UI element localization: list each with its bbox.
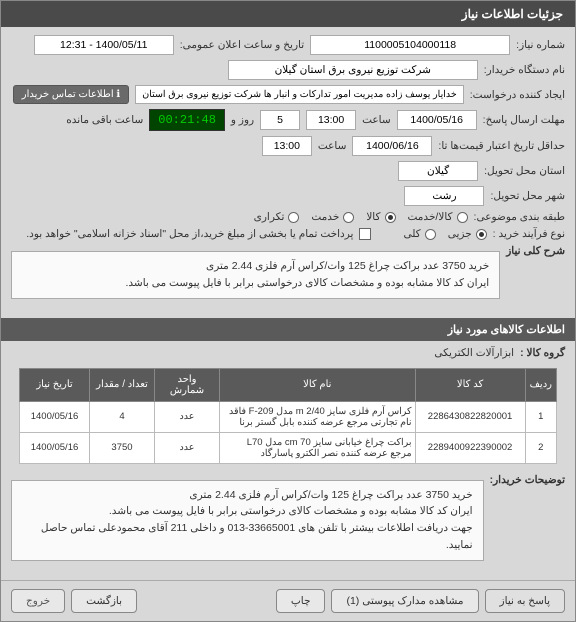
- assort-label: طبقه بندی موضوعی:: [474, 211, 565, 223]
- radio-full[interactable]: کلی: [403, 228, 435, 240]
- deadline-date-field: 1400/05/16: [397, 110, 477, 130]
- org-label: نام دستگاه خریدار:: [484, 64, 565, 76]
- days-and-label: روز و: [231, 114, 254, 126]
- radio-icon: [425, 229, 436, 240]
- radio-partial[interactable]: جزیی: [448, 228, 487, 240]
- cell-date: 1400/05/16: [20, 432, 90, 463]
- col-date: تاریخ نیاز: [20, 368, 90, 401]
- buyer-notes-line-2: ایران کد کالا مشابه بوده و مشخصات کالای …: [22, 503, 473, 520]
- countdown-timer: 00:21:48: [149, 109, 225, 131]
- announce-date-field: 1400/05/11 - 12:31: [34, 35, 174, 55]
- radio-icon: [343, 212, 354, 223]
- cell-n: 2: [525, 432, 556, 463]
- exit-button[interactable]: خروج: [11, 589, 65, 613]
- col-row: ردیف: [525, 368, 556, 401]
- items-section-header: اطلاعات کالاهای مورد نیاز: [1, 318, 575, 341]
- group-value: ابزارآلات الکتریکی: [434, 347, 514, 359]
- col-code: کد کالا: [415, 368, 525, 401]
- cell-name: کراس آرم فلزی سایز m 2/40 مدل F-209 فاقد…: [220, 401, 416, 432]
- validity-time-field: 13:00: [262, 136, 312, 156]
- payment-checkbox[interactable]: [359, 228, 371, 240]
- remaining-days-field: 5: [260, 110, 300, 130]
- cell-date: 1400/05/16: [20, 401, 90, 432]
- table-row: 22289400922390002براکت چراغ خیابانی سایز…: [20, 432, 557, 463]
- radio-icon: [288, 212, 299, 223]
- time-label-1: ساعت: [362, 114, 391, 126]
- radio-goods-service[interactable]: کالا/خدمت: [408, 211, 468, 223]
- buyer-notes-line-1: خرید 3750 عدد براکت چراغ 125 وات/کراس آر…: [22, 487, 473, 504]
- cell-qty: 3750: [90, 432, 155, 463]
- radio-service[interactable]: خدمت: [311, 211, 354, 223]
- cell-n: 1: [525, 401, 556, 432]
- deadline-time-field: 13:00: [306, 110, 356, 130]
- buyer-notes-box: خرید 3750 عدد براکت چراغ 125 وات/کراس آر…: [11, 480, 484, 561]
- items-table: ردیف کد کالا نام کالا واحد شمارش تعداد /…: [19, 368, 557, 464]
- time-label-2: ساعت: [318, 140, 347, 152]
- requester-field: خدایار یوسف زاده مدیریت امور تدارکات و ا…: [135, 85, 463, 104]
- col-unit: واحد شمارش: [155, 368, 220, 401]
- respond-button[interactable]: پاسخ به نیاز: [485, 589, 565, 613]
- city-field: رشت: [404, 186, 484, 206]
- radio-repeat[interactable]: تکراری: [254, 211, 300, 223]
- deadline-label: مهلت ارسال پاسخ:: [483, 114, 565, 126]
- cell-unit: عدد: [155, 432, 220, 463]
- process-label: نوع فرآیند خرید :: [493, 228, 565, 240]
- desc-section-label: شرح کلی نیاز: [506, 245, 565, 257]
- province-field: گیلان: [398, 161, 478, 181]
- need-number-field: 1100005104000118: [310, 35, 510, 55]
- desc-line-2: ایران کد کالا مشابه بوده و مشخصات کالای …: [22, 275, 489, 292]
- cell-unit: عدد: [155, 401, 220, 432]
- radio-icon: [385, 212, 396, 223]
- cell-code: 2286430822820001: [415, 401, 525, 432]
- process-radio-group: جزیی کلی: [403, 228, 486, 240]
- group-label: گروه کالا :: [520, 347, 565, 359]
- remaining-label: ساعت باقی مانده: [66, 114, 143, 126]
- assort-radio-group: کالا/خدمت کالا خدمت تکراری: [254, 211, 468, 223]
- view-attachments-button[interactable]: مشاهده مدارک پیوستی (1): [331, 589, 478, 613]
- cell-qty: 4: [90, 401, 155, 432]
- province-label: استان محل تحویل:: [484, 165, 565, 177]
- info-icon: ℹ: [116, 89, 120, 100]
- cell-name: براکت چراغ خیابانی سایز cm 70 مدل L70 مر…: [220, 432, 416, 463]
- contact-info-button[interactable]: ℹ اطلاعات تماس خریدار: [13, 85, 129, 104]
- desc-box: خرید 3750 عدد براکت چراغ 125 وات/کراس آر…: [11, 251, 500, 299]
- table-row: 12286430822820001کراس آرم فلزی سایز m 2/…: [20, 401, 557, 432]
- buyer-notes-label: توضیحات خریدار:: [490, 474, 565, 486]
- back-button[interactable]: بازگشت: [71, 589, 137, 613]
- print-button[interactable]: چاپ: [276, 589, 326, 613]
- need-number-label: شماره نیاز:: [516, 39, 565, 51]
- desc-line-1: خرید 3750 عدد براکت چراغ 125 وات/کراس آر…: [22, 258, 489, 275]
- city-label: شهر محل تحویل:: [490, 190, 565, 202]
- org-field: شرکت توزیع نیروی برق استان گیلان: [228, 60, 478, 80]
- radio-icon: [476, 229, 487, 240]
- col-qty: تعداد / مقدار: [90, 368, 155, 401]
- validity-date-field: 1400/06/16: [352, 136, 432, 156]
- requester-label: ایجاد کننده درخواست:: [470, 89, 565, 101]
- col-name: نام کالا: [220, 368, 416, 401]
- payment-note: پرداخت تمام یا بخشی از مبلغ خرید،از محل …: [26, 228, 353, 240]
- validity-label: حداقل تاریخ اعتبار قیمت‌ها تا:: [438, 140, 565, 152]
- cell-code: 2289400922390002: [415, 432, 525, 463]
- radio-goods[interactable]: کالا: [366, 211, 395, 223]
- buyer-notes-line-3: جهت دریافت اطلاعات بیشتر با تلفن های 336…: [22, 520, 473, 554]
- window-title: جزئیات اطلاعات نیاز: [1, 1, 575, 27]
- radio-icon: [457, 212, 468, 223]
- announce-date-label: تاریخ و ساعت اعلان عمومی:: [180, 39, 304, 51]
